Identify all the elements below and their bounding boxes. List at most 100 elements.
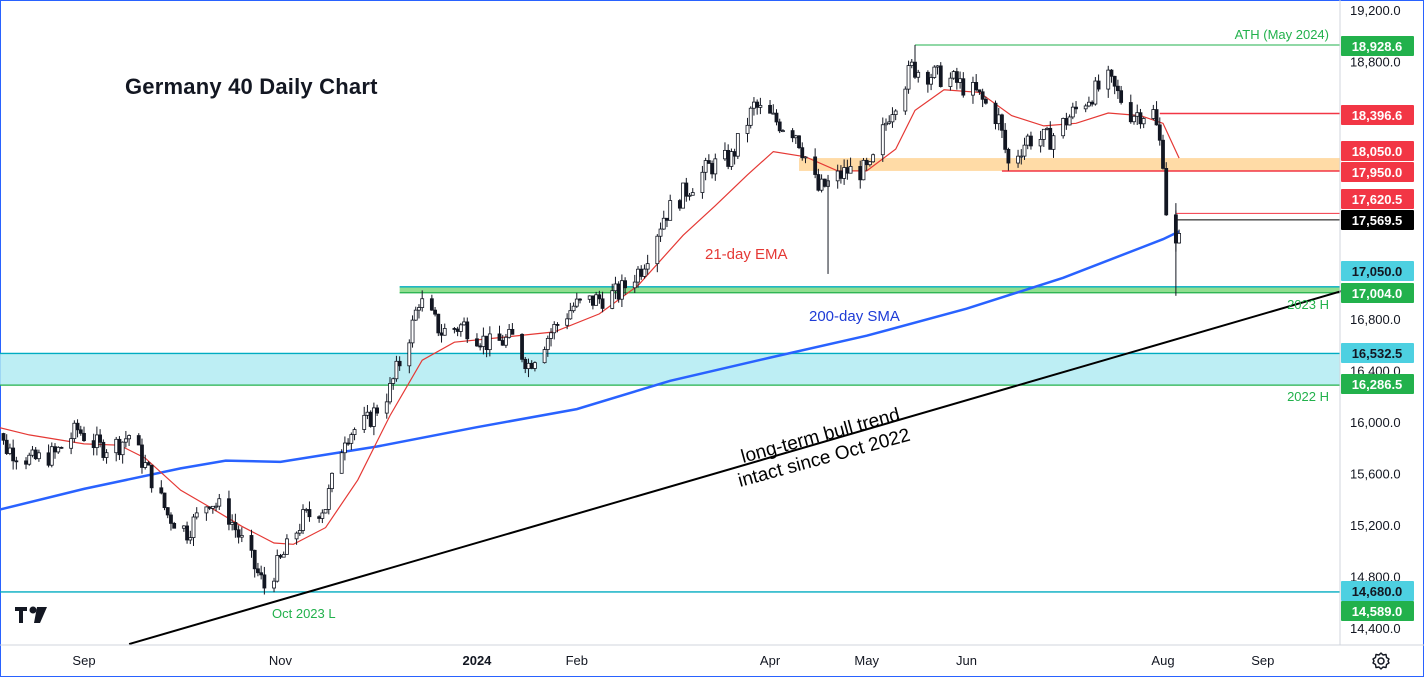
candle [272, 577, 276, 593]
candle [890, 107, 895, 128]
candle [935, 65, 940, 75]
candle-body [272, 580, 276, 589]
candle-body [181, 525, 186, 529]
candle [1022, 137, 1027, 160]
candle-body [8, 447, 12, 454]
candle-body [162, 492, 167, 509]
candle [1106, 65, 1111, 98]
candle [349, 432, 354, 450]
candle [149, 464, 154, 493]
tradingview-logo-icon[interactable] [15, 605, 53, 630]
candle-body [346, 442, 351, 445]
candle [114, 436, 119, 462]
candle-body [665, 217, 669, 221]
candle [555, 322, 560, 333]
price-badge-bg [1341, 601, 1414, 621]
candle [98, 429, 103, 448]
candle [37, 449, 41, 462]
candle [777, 118, 782, 134]
candle [397, 356, 402, 371]
time-tick-label: Feb [566, 653, 588, 668]
candle [217, 493, 222, 510]
candle [848, 157, 853, 174]
candle-body [375, 407, 380, 414]
candle [732, 148, 737, 165]
candle-body [871, 154, 876, 163]
candle [1164, 162, 1169, 216]
candle-body [884, 122, 888, 126]
candle [413, 306, 418, 321]
candle-body [442, 328, 447, 336]
candle [169, 512, 173, 531]
candle-body [729, 151, 734, 167]
candle [658, 222, 663, 242]
candle [417, 304, 421, 319]
candle-body [690, 192, 695, 196]
annotation-21-day-ema: 21-day EMA [705, 246, 788, 263]
candle-body [616, 283, 621, 300]
candle [713, 153, 718, 181]
candle-body [658, 228, 663, 237]
candle-body [458, 324, 463, 332]
candle-body [1083, 105, 1088, 110]
price-badge-bg [1341, 283, 1414, 303]
candle-body [465, 321, 470, 340]
candle-body [951, 71, 956, 79]
candle [665, 217, 669, 228]
price-tick-label: 18,800.0 [1350, 55, 1401, 70]
candle [185, 521, 189, 544]
candle [938, 62, 943, 88]
candle-body [436, 313, 441, 334]
candle-body [790, 130, 795, 139]
candle-body [11, 447, 16, 462]
candle [1006, 147, 1011, 171]
candle [768, 100, 772, 114]
candle [439, 324, 444, 343]
candle [645, 254, 650, 275]
candle-body [191, 516, 196, 538]
candle-body [407, 342, 412, 367]
candle-body [307, 509, 312, 518]
price-axis[interactable]: 19,200.018,800.016,800.016,400.016,000.0… [1339, 0, 1414, 645]
candle-body [597, 294, 602, 300]
candle [117, 436, 122, 460]
candle [339, 449, 344, 474]
price-badge-label: 18,050.0 [1352, 144, 1403, 159]
candle [623, 277, 628, 295]
price-level-badge: 18,396.6 [1341, 105, 1414, 125]
candle-body [429, 298, 434, 311]
candle [726, 144, 731, 170]
candle-body [53, 446, 57, 453]
candle-body [1025, 135, 1030, 146]
candle [362, 406, 367, 433]
candle [375, 404, 380, 416]
price-level-badge: 16,532.5 [1341, 343, 1414, 363]
gear-icon[interactable] [1370, 650, 1392, 677]
candle-body [703, 160, 708, 173]
candle [285, 534, 289, 555]
candle [249, 529, 254, 558]
candle-body [793, 135, 798, 139]
candle-body [188, 537, 193, 541]
candle [1109, 69, 1114, 83]
candle-body [149, 464, 154, 489]
candle [368, 410, 373, 428]
candle [781, 129, 785, 133]
candle [1083, 103, 1088, 113]
candle-body [1038, 139, 1043, 147]
candle [1096, 74, 1101, 92]
candle [1161, 134, 1165, 170]
candle-body [571, 305, 576, 312]
candle [1132, 114, 1136, 125]
candle-body [677, 200, 682, 209]
candle [571, 302, 576, 313]
time-axis[interactable]: Sep Nov 2024 Feb Apr May Jun Aug Sep [0, 644, 1424, 668]
candle [1177, 229, 1182, 244]
candle [11, 439, 16, 470]
candle [549, 328, 553, 347]
candle-body [735, 133, 740, 157]
candle-body [819, 178, 824, 191]
candle [455, 326, 460, 337]
candle [1041, 128, 1046, 147]
